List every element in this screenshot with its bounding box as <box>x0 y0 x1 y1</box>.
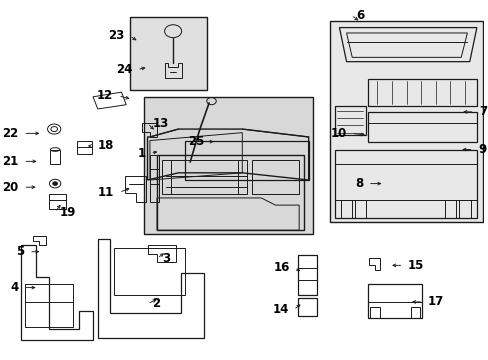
Text: 20: 20 <box>2 181 19 194</box>
Text: 11: 11 <box>98 186 114 199</box>
Text: 21: 21 <box>2 155 19 168</box>
Text: 9: 9 <box>477 143 486 156</box>
Text: 8: 8 <box>354 177 363 190</box>
Text: 6: 6 <box>355 9 364 22</box>
Text: 25: 25 <box>188 135 204 148</box>
Text: 3: 3 <box>162 252 169 265</box>
Text: 15: 15 <box>407 259 424 272</box>
Text: 13: 13 <box>152 117 168 130</box>
Text: 4: 4 <box>10 281 19 294</box>
Text: 22: 22 <box>2 127 19 140</box>
Text: 17: 17 <box>427 296 444 309</box>
Text: 18: 18 <box>98 139 114 152</box>
Circle shape <box>53 182 58 185</box>
Polygon shape <box>143 97 313 234</box>
Text: 1: 1 <box>137 147 145 159</box>
Text: 23: 23 <box>108 29 124 42</box>
Text: 10: 10 <box>329 127 346 140</box>
Text: 5: 5 <box>16 245 24 258</box>
Text: 19: 19 <box>60 206 76 219</box>
Polygon shape <box>130 17 206 90</box>
Text: 24: 24 <box>116 63 132 76</box>
Text: 2: 2 <box>152 297 160 310</box>
Text: 14: 14 <box>272 303 288 316</box>
Polygon shape <box>329 22 482 222</box>
Text: 12: 12 <box>97 89 113 102</box>
Text: 7: 7 <box>478 105 487 118</box>
Text: 16: 16 <box>273 261 289 274</box>
